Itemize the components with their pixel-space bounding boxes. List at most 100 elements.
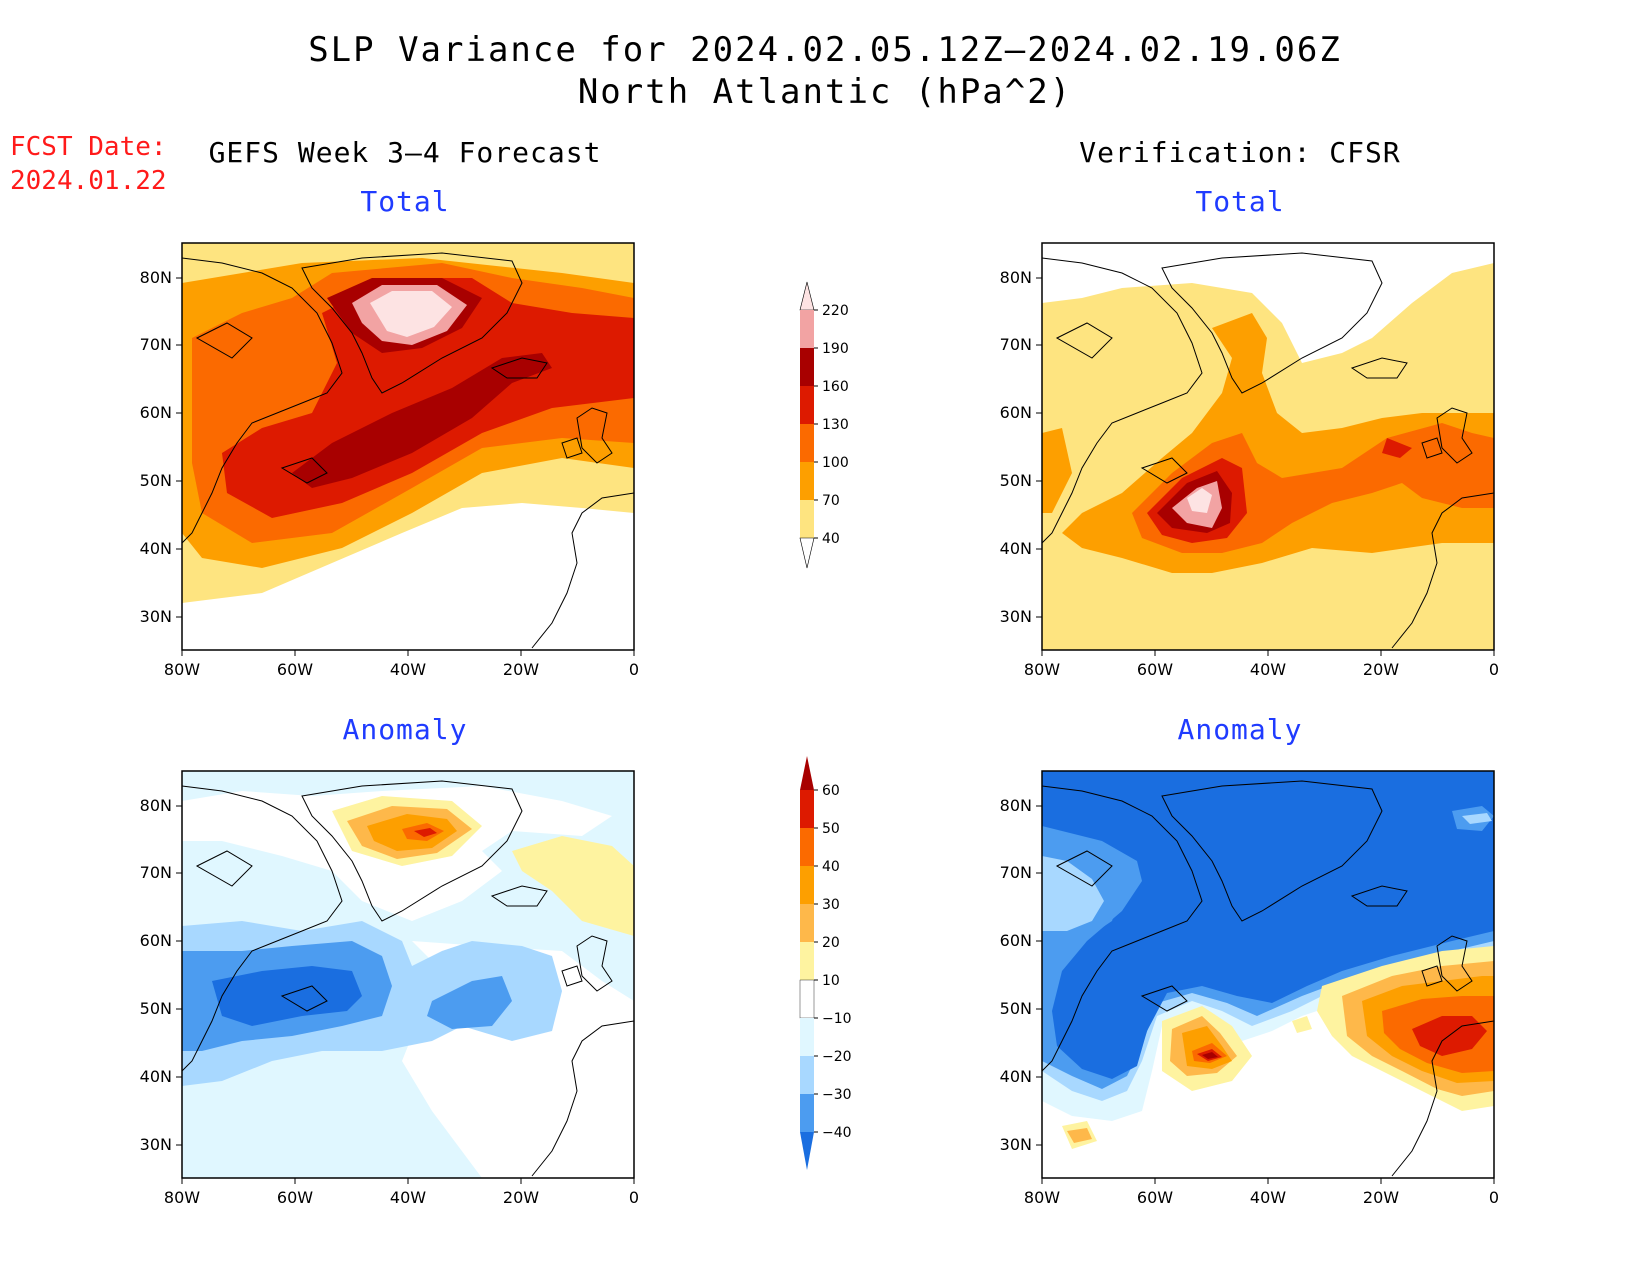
gefs-total-map (176, 242, 635, 656)
contour-220 (370, 291, 452, 337)
gefs-total-lat-label: 30N (139, 607, 172, 626)
cfsr-total-lon-label: 60W (1136, 660, 1174, 679)
gefs-anomaly-lat-label: 70N (139, 863, 172, 882)
figure-title: SLP Variance for 2024.02.05.12Z–2024.02.… (308, 30, 1342, 70)
cfsr-total-lat-label: 80N (999, 268, 1032, 287)
fcst-date-label: FCST Date: (10, 132, 167, 162)
left-total-heading: Total (360, 185, 450, 218)
colorbar-top-arrow (800, 756, 814, 790)
colorbar-swatch (800, 1094, 814, 1132)
colorbar-top-arrow (799, 281, 815, 311)
cfsr-anomaly-lon-label: 60W (1136, 1188, 1174, 1207)
contour-neg-40 (212, 966, 362, 1026)
cfsr-total-map (1036, 242, 1495, 656)
contour-pos-60 (1202, 1052, 1218, 1059)
colorbar-swatch (799, 979, 815, 1019)
cfsr-total-lon-label: 40W (1249, 660, 1287, 679)
colorbar-label: 10 (822, 973, 840, 989)
colorbar-label: 20 (822, 935, 840, 951)
gefs-anomaly-lon-label: 60W (276, 1188, 314, 1207)
colorbar-label: −10 (822, 1011, 852, 1027)
left-column-heading: GEFS Week 3–4 Forecast (208, 136, 602, 169)
colorbar-swatch (800, 1018, 814, 1056)
right-anomaly-heading: Anomaly (1177, 713, 1303, 746)
gefs-total-lon-label: 80W (163, 660, 201, 679)
cfsr-total-lat-label: 70N (999, 335, 1032, 354)
cfsr-total-lon-label: 0 (1488, 660, 1500, 679)
coastlines (182, 780, 634, 1177)
gefs-anomaly-map (176, 770, 635, 1184)
gefs-anomaly-lon-label: 80W (163, 1188, 201, 1207)
fcst-date-block: FCST Date: 2024.01.22 (10, 130, 167, 198)
lat-ticks (1036, 277, 1042, 618)
colorbar-swatch (800, 500, 814, 538)
gefs-anomaly-lat-label: 50N (139, 999, 172, 1018)
colorbar-swatch (800, 942, 814, 980)
cfsr-total-lon-label: 20W (1362, 660, 1400, 679)
gefs-total-lon-label: 20W (502, 660, 540, 679)
contour-neg-40 (1042, 771, 1494, 1079)
cfsr-total-lon-label: 80W (1023, 660, 1061, 679)
cfsr-anomaly-lat-label: 50N (999, 999, 1032, 1018)
gefs-total-lon-label: 0 (628, 660, 640, 679)
cfsr-anomaly-lon-label: 80W (1023, 1188, 1061, 1207)
coastlines (1042, 252, 1494, 649)
coastlines (1042, 780, 1494, 1177)
colorbar-label: 40 (822, 859, 840, 875)
coastlines (182, 252, 634, 649)
colorbar-swatch (800, 424, 814, 462)
colorbar-label: 30 (822, 897, 840, 913)
gefs-total-lat-label: 80N (139, 268, 172, 287)
gefs-total-lon-label: 40W (389, 660, 427, 679)
colorbar-label: 130 (822, 417, 849, 433)
colorbar-swatch (800, 790, 814, 828)
gefs-anomaly-lon-label: 40W (389, 1188, 427, 1207)
cfsr-anomaly-lat-label: 70N (999, 863, 1032, 882)
cfsr-anomaly-lat-label: 60N (999, 931, 1032, 950)
colorbar-swatch (800, 310, 814, 348)
lon-ticks (1041, 1178, 1495, 1184)
colorbar-label: 190 (822, 341, 849, 357)
colorbar-label: 50 (822, 821, 840, 837)
cfsr-total-lat-label: 30N (999, 607, 1032, 626)
contour-neg-20-inset (1042, 813, 1492, 931)
gefs-anomaly-lat-label: 30N (139, 1135, 172, 1154)
lon-ticks (181, 1178, 635, 1184)
colorbar-label: 60 (822, 783, 840, 799)
gefs-anomaly-lat-label: 60N (139, 931, 172, 950)
contour-pos-50 (1197, 1016, 1487, 1061)
colorbar-label: 70 (822, 493, 840, 509)
colorbar-swatch (800, 348, 814, 386)
lat-ticks (176, 277, 182, 618)
anomaly-colorbar: 60 50 40 30 20 10 −10 −20 −30 −40 (799, 756, 852, 1170)
colorbar-bottom-arrow (800, 1132, 814, 1170)
colorbar-label: 160 (822, 379, 849, 395)
cfsr-anomaly-lat-label: 30N (999, 1135, 1032, 1154)
contour-220 (1187, 488, 1212, 513)
colorbar-label: 40 (822, 531, 840, 547)
cfsr-anomaly-lat-label: 40N (999, 1067, 1032, 1086)
lat-ticks (176, 805, 182, 1146)
lat-ticks (1036, 805, 1042, 1146)
colorbar-label: −30 (822, 1087, 852, 1103)
fcst-date-value: 2024.01.22 (10, 166, 167, 196)
colorbar-swatch (800, 904, 814, 942)
cfsr-total-lat-label: 40N (999, 539, 1032, 558)
gefs-anomaly-lon-label: 0 (628, 1188, 640, 1207)
contour-pos-40 (1192, 996, 1494, 1073)
cfsr-total-lat-label: 50N (999, 471, 1032, 490)
colorbar-swatch (800, 462, 814, 500)
right-total-heading: Total (1195, 185, 1285, 218)
colorbar-bottom-arrow (799, 537, 815, 569)
gefs-anomaly-lat-label: 80N (139, 796, 172, 815)
colorbar-swatch (800, 1056, 814, 1094)
right-column-heading: Verification: CFSR (1079, 136, 1401, 169)
cfsr-anomaly-lon-label: 40W (1249, 1188, 1287, 1207)
total-colorbar: 220 190 160 130 100 70 40 (799, 281, 849, 569)
contour-white (182, 786, 634, 1178)
cfsr-anomaly-lon-label: 20W (1362, 1188, 1400, 1207)
colorbar-swatch (800, 386, 814, 424)
left-anomaly-heading: Anomaly (342, 713, 468, 746)
gefs-total-lat-label: 50N (139, 471, 172, 490)
colorbar-swatch (800, 828, 814, 866)
